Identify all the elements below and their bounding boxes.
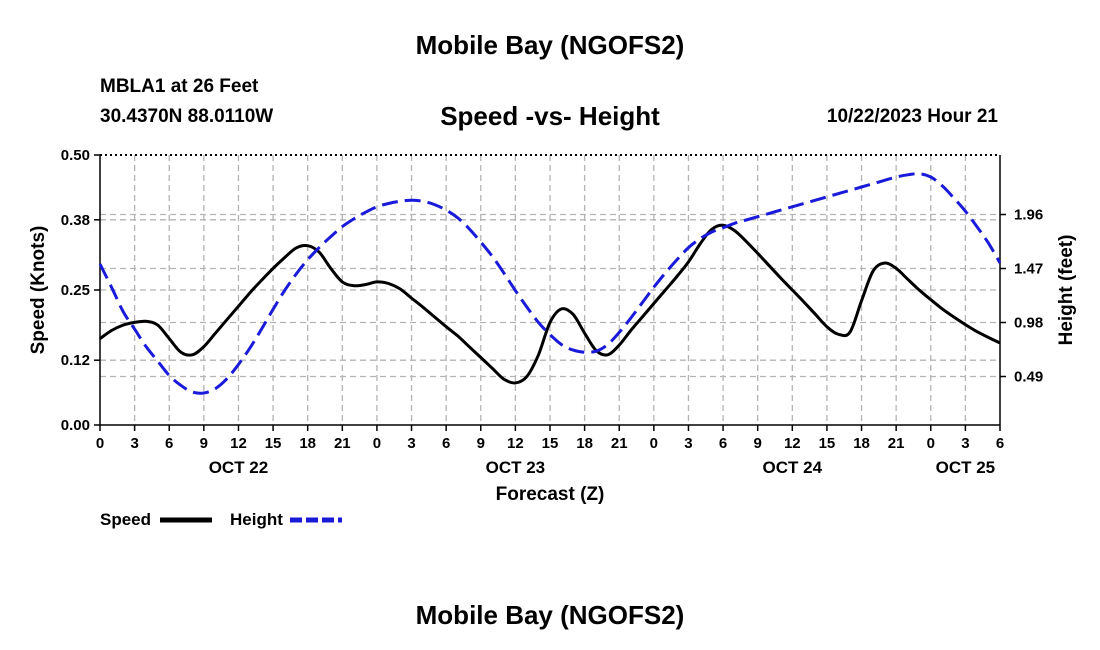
x-tick-label: 6 bbox=[996, 435, 1004, 452]
x-tick-label: 0 bbox=[927, 435, 935, 452]
x-tick-label: 18 bbox=[853, 435, 870, 452]
x-tick-label: 3 bbox=[407, 435, 415, 452]
x-tick-label: 21 bbox=[611, 435, 628, 452]
x-tick-label: 3 bbox=[130, 435, 138, 452]
x-date-label: OCT 23 bbox=[486, 458, 546, 477]
y-tick-label: 0.50 bbox=[61, 147, 90, 164]
legend-label-speed: Speed bbox=[100, 510, 151, 529]
chart-axes: 0 3 6 9 12 15 18 21 0 3 6 9 12 15 18 21 0 3 6 9 12 15 18 21 0 3 6O… bbox=[61, 147, 1043, 477]
x-tick-label: 9 bbox=[200, 435, 208, 452]
x-tick-label: 9 bbox=[477, 435, 485, 452]
x-tick-label: 15 bbox=[542, 435, 559, 452]
x-tick-label: 0 bbox=[96, 435, 104, 452]
x-tick-label: 0 bbox=[650, 435, 658, 452]
y2-tick-label: 1.96 bbox=[1014, 207, 1043, 224]
legend: Speed Height bbox=[100, 510, 342, 529]
x-tick-label: 21 bbox=[888, 435, 905, 452]
station-coordinates: 30.4370N 88.0110W bbox=[100, 106, 274, 127]
x-tick-label: 18 bbox=[299, 435, 316, 452]
station-label: MBLA1 at 26 Feet bbox=[100, 76, 259, 97]
chart-subtitle: Speed -vs- Height bbox=[440, 101, 660, 131]
x-tick-label: 12 bbox=[230, 435, 247, 452]
y2-tick-label: 1.47 bbox=[1014, 261, 1043, 278]
x-tick-label: 9 bbox=[754, 435, 762, 452]
x-tick-label: 3 bbox=[684, 435, 692, 452]
footer-title: Mobile Bay (NGOFS2) bbox=[415, 600, 685, 630]
x-tick-label: 15 bbox=[265, 435, 282, 452]
series-layer bbox=[98, 172, 1002, 395]
x-tick-label: 6 bbox=[719, 435, 727, 452]
series-line-speed bbox=[99, 223, 1001, 385]
legend-label-height: Height bbox=[230, 510, 283, 529]
chart-title: Mobile Bay (NGOFS2) bbox=[415, 30, 685, 60]
forecast-timestamp: 10/22/2023 Hour 21 bbox=[826, 106, 998, 127]
x-tick-label: 6 bbox=[442, 435, 450, 452]
y-tick-label: 0.00 bbox=[61, 417, 90, 434]
x-date-label: OCT 25 bbox=[936, 458, 996, 477]
y-tick-label: 0.25 bbox=[61, 282, 90, 299]
grid-lines bbox=[100, 155, 1000, 425]
x-tick-label: 6 bbox=[165, 435, 173, 452]
x-tick-label: 12 bbox=[507, 435, 524, 452]
x-date-label: OCT 24 bbox=[763, 458, 823, 477]
axis-labels: Forecast (Z) Speed (Knots) Height (feet) bbox=[28, 226, 1077, 505]
y-tick-label: 0.38 bbox=[61, 212, 90, 229]
y2-tick-label: 0.98 bbox=[1014, 315, 1043, 332]
y2-tick-label: 0.49 bbox=[1014, 369, 1043, 386]
x-tick-label: 0 bbox=[373, 435, 381, 452]
x-date-label: OCT 22 bbox=[209, 458, 269, 477]
series-line-height bbox=[98, 172, 1002, 395]
x-axis-label: Forecast (Z) bbox=[496, 484, 605, 505]
y-tick-label: 0.12 bbox=[61, 352, 90, 369]
x-tick-label: 21 bbox=[334, 435, 351, 452]
x-tick-label: 12 bbox=[784, 435, 801, 452]
x-tick-label: 15 bbox=[819, 435, 836, 452]
x-tick-label: 18 bbox=[576, 435, 593, 452]
y-axis-label: Speed (Knots) bbox=[28, 226, 49, 355]
x-tick-label: 3 bbox=[961, 435, 969, 452]
y2-axis-label: Height (feet) bbox=[1056, 235, 1077, 346]
